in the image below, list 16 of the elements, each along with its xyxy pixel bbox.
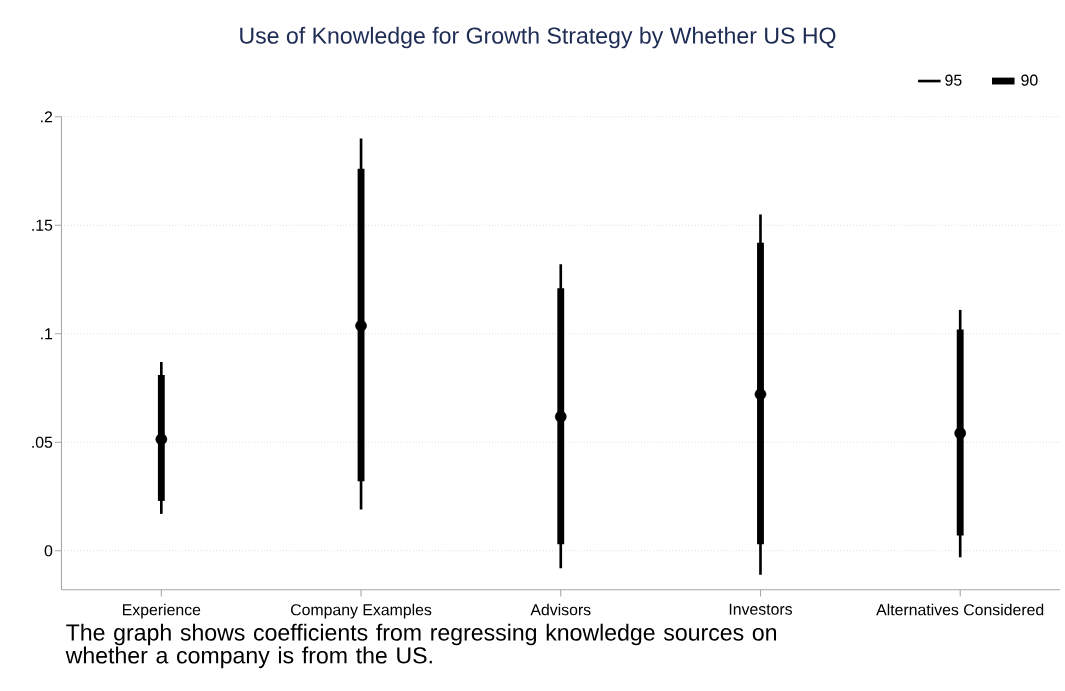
legend-label: 95 <box>945 74 962 86</box>
y-tick-label: 0 <box>44 545 53 557</box>
y-tick-label: .05 <box>32 436 53 448</box>
x-tick-label: Experience <box>123 603 201 619</box>
x-tick-label: Investors <box>729 603 793 615</box>
y-tick-label: .15 <box>32 219 53 231</box>
x-tick-label: Company Examples <box>291 603 432 619</box>
point <box>355 320 367 332</box>
point <box>554 410 567 423</box>
legend-label: 90 <box>1021 74 1038 86</box>
text: The graph shows coefficients from regressing knowledge sources on whether a company is from the US. <box>65 623 777 669</box>
chart-title: Use of Knowledge for Growth Strategy by Whether US HQ <box>240 26 836 49</box>
x-tick-label: Advisors <box>530 603 591 616</box>
y-tick-label: .2 <box>41 111 53 123</box>
x-tick-label: Alternatives Considered <box>876 603 1044 616</box>
y-tick-label: .1 <box>41 328 53 340</box>
